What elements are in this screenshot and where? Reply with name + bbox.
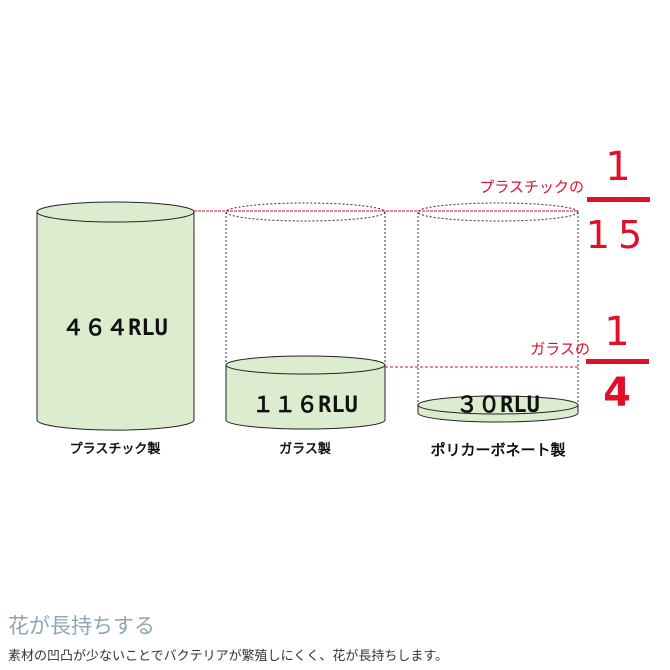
ratio-denominator: 4 bbox=[603, 370, 631, 416]
plastic-value: ４６４RLU bbox=[62, 316, 168, 341]
polycarbonate-label: ポリカーボネート製 bbox=[430, 441, 565, 459]
glass-value: １１６RLU bbox=[252, 393, 358, 418]
ratio-plastic: プラスチックの 1 15 bbox=[479, 144, 650, 257]
glass-label: ガラス製 bbox=[279, 441, 331, 457]
section-title: 花が長持ちする bbox=[8, 614, 155, 638]
ratio-numerator: 1 bbox=[604, 309, 629, 355]
ratio-caption: ガラスの bbox=[530, 340, 590, 358]
ratio-denominator: 15 bbox=[586, 213, 650, 257]
polycarbonate-cylinder bbox=[417, 202, 579, 423]
polycarbonate-value: ３０RLU bbox=[456, 393, 540, 418]
glass-cylinder bbox=[225, 202, 386, 430]
ratio-numerator: 1 bbox=[605, 144, 630, 190]
ratio-caption: プラスチックの bbox=[479, 178, 584, 196]
ratio-glass: ガラスの 1 4 bbox=[530, 309, 649, 416]
plastic-label: プラスチック製 bbox=[70, 441, 161, 457]
plastic-cylinder bbox=[36, 201, 195, 431]
section-description: 素材の凹凸が少ないことでバクテリアが繁殖しにくく、花が長持ちします。 bbox=[8, 649, 449, 664]
